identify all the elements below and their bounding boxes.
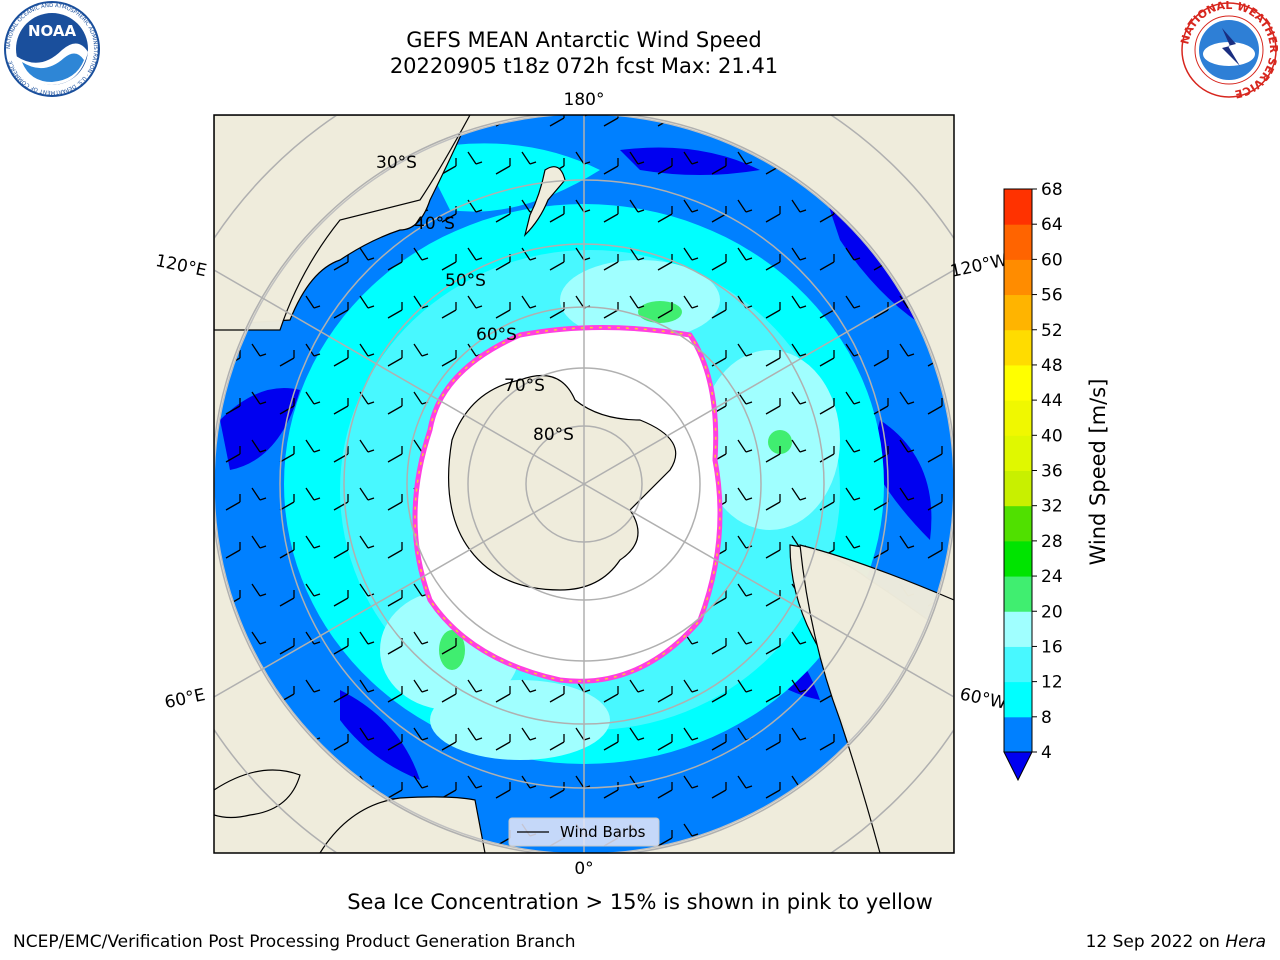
colorbar-tick-label: 52: [1041, 321, 1063, 341]
colorbar-tick-label: 16: [1041, 637, 1063, 657]
colorbar-tick-label: 8: [1041, 708, 1052, 728]
colorbar-segment: [1004, 224, 1032, 260]
lon-label-180: 180°: [564, 90, 605, 110]
footer-branch: NCEP/EMC/Verification Post Processing Pr…: [13, 932, 576, 952]
footer-date-text: 12 Sep 2022 on: [1085, 932, 1226, 952]
colorbar-tick-label: 44: [1041, 391, 1063, 411]
colorbar-segment: [1004, 259, 1032, 296]
lat-label-70s: 70°S: [504, 376, 545, 396]
plot-subtitle: 20220905 t18z 072h fcst Max: 21.41: [389, 54, 779, 78]
legend-label: Wind Barbs: [560, 823, 646, 841]
new-zealand: [523, 166, 566, 237]
sea-ice-caption: Sea Ice Concentration > 15% is shown in …: [347, 890, 933, 914]
colorbar-segment: [1004, 400, 1032, 436]
colorbar-segment: [1004, 364, 1032, 401]
nws-logo: NATIONAL WEATHER SERVICE: [1178, 0, 1280, 100]
colorbar-segment: [1004, 470, 1032, 507]
lon-label-0: 0°: [574, 859, 593, 879]
lat-label-40s: 40°S: [414, 214, 455, 234]
colorbar-tick-label: 24: [1041, 567, 1063, 587]
colorbar-tick-label: 68: [1041, 180, 1063, 200]
colorbar-segment: [1004, 611, 1032, 647]
lon-label-120w: 120°W: [949, 250, 1010, 282]
colorbar-segment: [1004, 681, 1032, 718]
lon-label-120e: 120°E: [154, 251, 209, 281]
footer-date: 12 Sep 2022 on Hera: [1086, 932, 1266, 952]
lat-label-60s: 60°S: [476, 325, 517, 345]
map-frame: [213, 114, 955, 854]
colorbar-segment: [1004, 646, 1032, 683]
colorbar-segment: [1004, 540, 1032, 577]
colorbar-under-arrow: [1003, 751, 1033, 782]
colorbar-tick-label: 12: [1041, 673, 1063, 693]
lon-label-60e: 60°E: [163, 685, 207, 713]
colorbar-segment: [1004, 294, 1032, 331]
colorbar-tick-label: 60: [1041, 250, 1063, 270]
colorbar-segment: [1004, 329, 1032, 366]
footer-host: Hera: [1225, 932, 1266, 952]
colorbar-tick-label: 56: [1041, 286, 1063, 306]
antarctica: [447, 374, 677, 591]
plot-title: GEFS MEAN Antarctic Wind Speed: [406, 28, 762, 52]
map-legend: Wind Barbs: [508, 817, 660, 847]
colorbar-tick-label: 20: [1041, 602, 1063, 622]
lon-label-60w: 60°W: [958, 684, 1008, 713]
graticule: [214, 115, 954, 853]
colorbar-segment: [1004, 505, 1032, 542]
noaa-logo: NOAA NATIONAL OCEANIC AND ATMOSPHERIC AD…: [4, 1, 100, 97]
colorbar-segment: [1004, 189, 1032, 225]
colorbar-segment: [1004, 576, 1032, 612]
colorbar-tick-label: 40: [1041, 426, 1063, 446]
colorbar-segment: [1004, 716, 1032, 753]
colorbar-tick-label: 28: [1041, 532, 1063, 552]
colorbar-tick-label: 64: [1041, 215, 1063, 235]
lat-label-50s: 50°S: [445, 271, 486, 291]
lat-label-80s: 80°S: [533, 425, 574, 445]
colorbar-tick-label: 48: [1041, 356, 1063, 376]
noaa-logo-text: NOAA: [28, 22, 77, 40]
colorbar-tick-label: 32: [1041, 497, 1063, 517]
colorbar-segment: [1004, 435, 1032, 471]
colorbar-tick-label: 4: [1041, 743, 1052, 763]
colorbar-label: Wind Speed [m/s]: [1086, 379, 1110, 566]
lat-label-30s: 30°S: [376, 153, 417, 173]
colorbar-tick-label: 36: [1041, 462, 1063, 482]
